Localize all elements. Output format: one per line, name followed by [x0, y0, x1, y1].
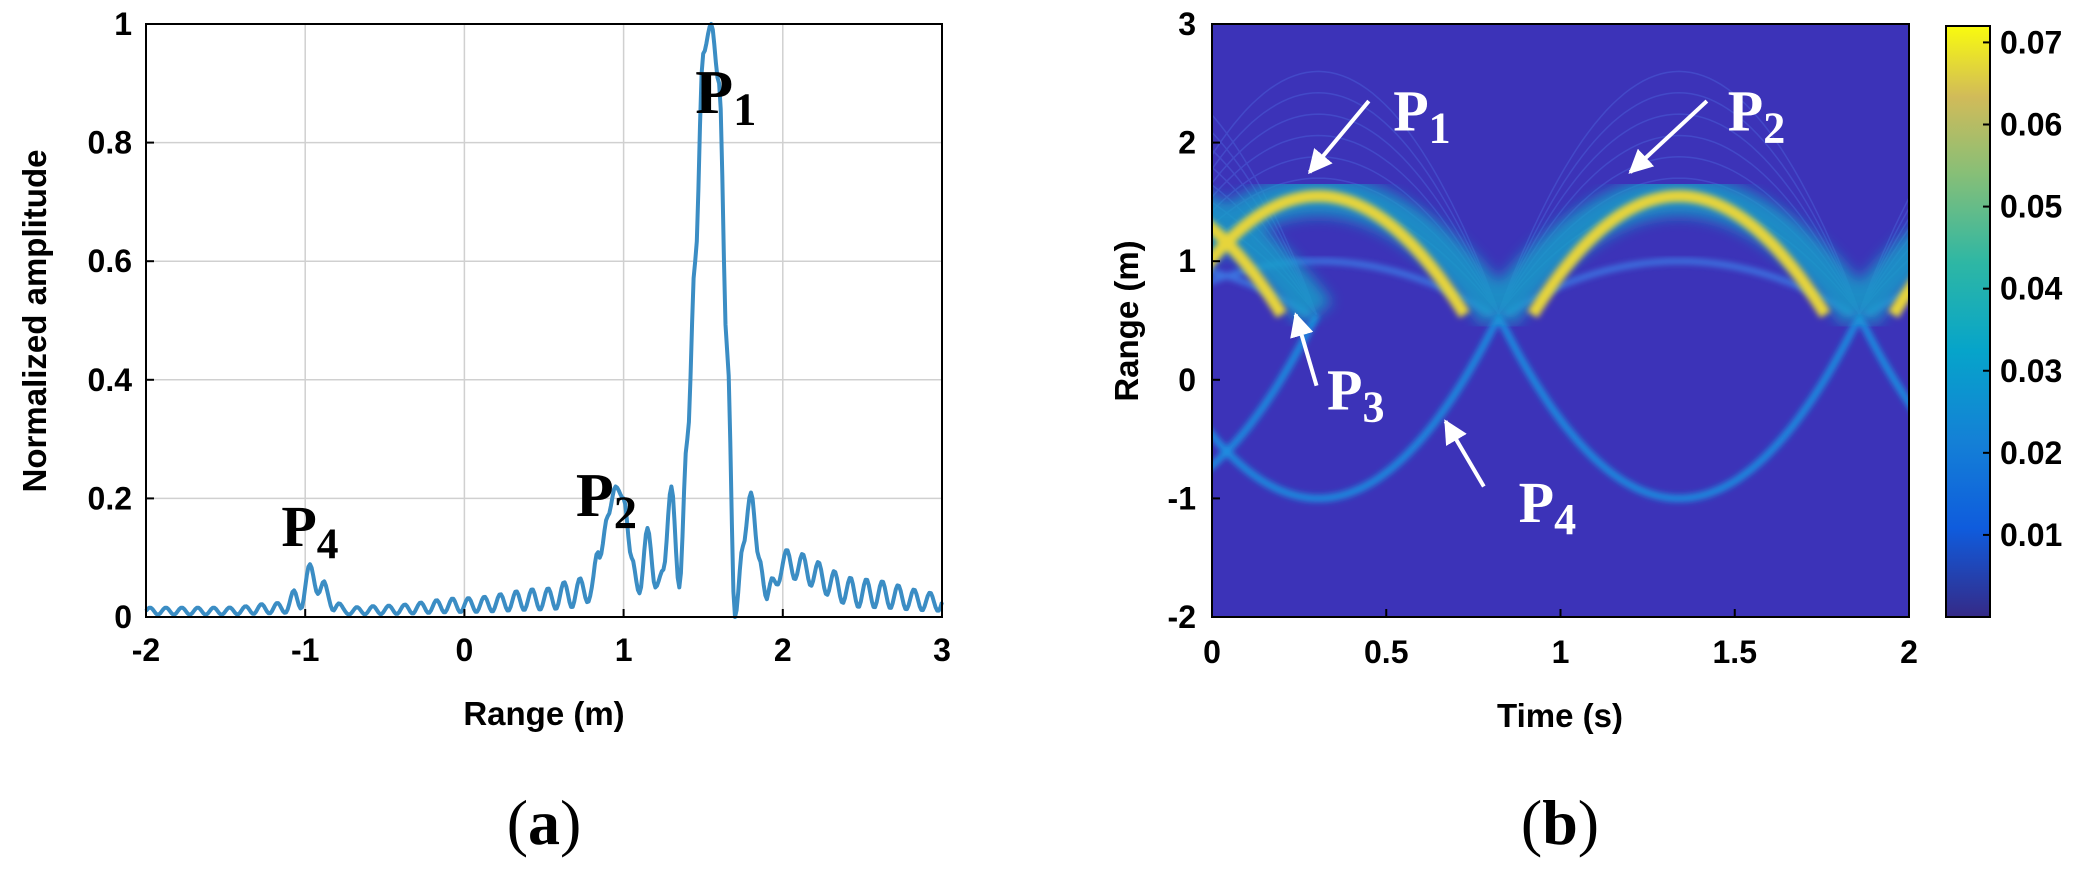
faint-arc: [1212, 134, 1501, 315]
x-tick-label: 0.5: [1364, 634, 1408, 670]
x-tick-label: -2: [132, 632, 160, 668]
main-arc-core-path: [1212, 189, 1470, 318]
colorbar-tick-label: 0.06: [2000, 107, 2062, 143]
series-line: [144, 22, 944, 619]
peak-label-1: P1: [1393, 79, 1450, 153]
plot-area-a: [146, 24, 942, 617]
colorbar-tick-label: 0.03: [2000, 353, 2062, 389]
y-axis-label-b: Range (m): [1108, 240, 1145, 401]
panel-label-a: (a): [507, 787, 582, 858]
peak-label-2: P2: [1728, 79, 1785, 153]
colorbar-tick-label: 0.02: [2000, 435, 2062, 471]
annotation-arrow: [1443, 419, 1486, 488]
annotation-arrow: [1290, 312, 1319, 387]
colorbar-tick-label: 0.04: [2000, 271, 2062, 307]
y-tick-label: 0: [1178, 362, 1196, 398]
colorbar-ticks: 0.01 0.02 0.03 0.04 0.05 0.06 0.07: [1983, 24, 2062, 553]
x-tick-label: 1: [615, 632, 633, 668]
p3-trace: [1212, 258, 1495, 318]
main-arc-core-path: [1888, 280, 1909, 318]
p4-trace: [1212, 313, 1320, 471]
x-tick-label: 2: [774, 632, 792, 668]
main-arc-glow-path: [1212, 194, 1333, 327]
heatmap-background: [1212, 24, 1909, 617]
x-tick-label: 0: [456, 632, 474, 668]
y-tick-label: -1: [1168, 480, 1196, 516]
panel-label-b: (b): [1521, 787, 1599, 858]
p3-traces: [1212, 258, 1909, 318]
p3-trace: [1212, 268, 1312, 318]
peak-label-1: P1: [695, 59, 756, 136]
annotation-arrow: [1308, 99, 1371, 175]
x-tick-label: 3: [933, 632, 951, 668]
grid-a: [146, 24, 942, 617]
series-a: [144, 22, 944, 619]
peak-label-4: P4: [281, 494, 338, 568]
colorbar: [1945, 25, 1991, 618]
annotations-a: P1 P2 P4: [281, 59, 756, 568]
y-tick-label: 3: [1178, 6, 1196, 42]
p4-traces: [1212, 313, 1909, 502]
heatmap-traces: [1212, 70, 1909, 502]
x-tick-label: 0: [1203, 634, 1221, 670]
x-tick-label: 1: [1552, 634, 1570, 670]
faint-arc: [1497, 92, 1861, 315]
peak-label-2: P2: [576, 462, 637, 539]
main-arc-core-path: [1527, 189, 1831, 318]
faint-arc: [1212, 70, 1501, 315]
x-tick-label: -1: [291, 632, 319, 668]
x-axis-label-b: Time (s): [1497, 697, 1623, 734]
y-axis-label-a: Normalized amplitude: [16, 150, 53, 493]
x-axis-label-a: Range (m): [463, 695, 624, 732]
p3-trace: [1503, 258, 1855, 318]
colorbar-tick-label: 0.07: [2000, 24, 2062, 60]
chart-b: 0 0.5 1 1.5 2 -2 -1 0 1 2 3 P1 P2 P3 P4 Time (s) Rang…: [1108, 6, 2062, 734]
x-tick-label: 2: [1900, 634, 1918, 670]
y-tick-label: 0: [114, 599, 132, 635]
axes-box-a: [145, 23, 943, 618]
y-tick-label: 0.6: [88, 243, 132, 279]
y-tick-label: 2: [1178, 125, 1196, 161]
faint-arc: [1212, 92, 1501, 315]
peak-label-4: P4: [1519, 470, 1576, 544]
y-tick-label: 1: [1178, 243, 1196, 279]
faint-arc: [1212, 113, 1318, 315]
p4-trace: [1212, 313, 1503, 502]
annotations-b: P1 P2 P3 P4: [1290, 79, 1785, 544]
colorbar-tick-label: 0.05: [2000, 189, 2062, 225]
x-tick-label: 1.5: [1713, 634, 1757, 670]
p4-trace: [1494, 313, 1864, 502]
main-arc-core-path: [1212, 220, 1287, 318]
colorbar-tick-label: 0.01: [2000, 517, 2062, 553]
y-tick-label: -2: [1168, 599, 1196, 635]
y-tick-label: 0.2: [88, 480, 132, 516]
faint-arc: [1497, 134, 1861, 315]
faint-arc: [1212, 113, 1501, 315]
peak-label-3: P3: [1327, 357, 1384, 431]
faint-arc: [1497, 113, 1861, 315]
main-arc-core: [1212, 189, 1909, 318]
faint-arc: [1497, 70, 1861, 315]
y-tick-label: 1: [114, 6, 132, 42]
annotation-arrow: [1628, 99, 1709, 174]
ticks-a: -2 -1 0 1 2 3 0 0.2 0.4 0.6 0.8 1: [88, 6, 951, 668]
y-tick-label: 0.8: [88, 125, 132, 161]
ticks-b: 0 0.5 1 1.5 2 -2 -1 0 1 2 3: [1168, 6, 1918, 670]
y-tick-label: 0.4: [88, 362, 133, 398]
